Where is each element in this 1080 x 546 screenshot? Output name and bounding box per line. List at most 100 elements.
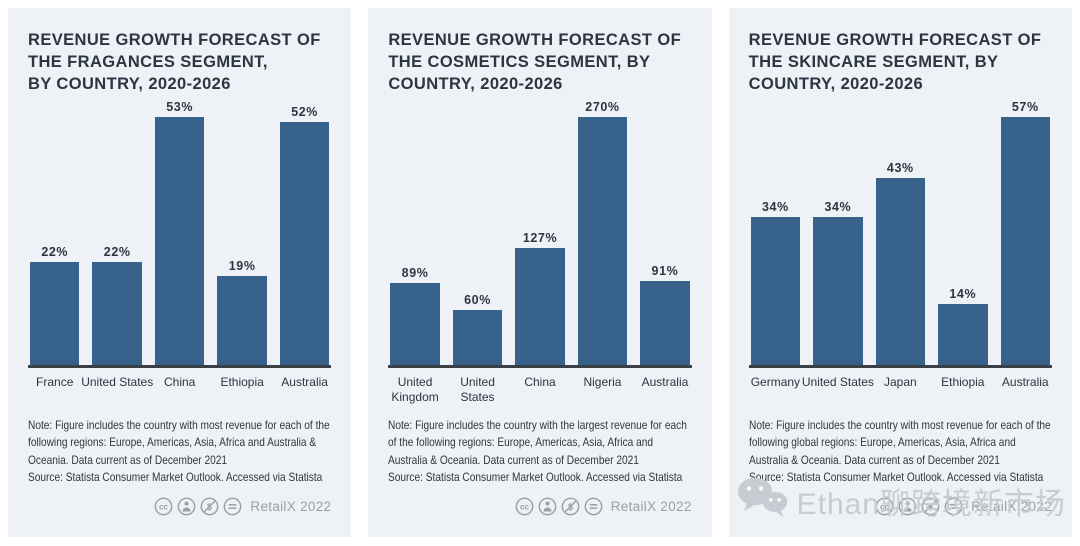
cc-by-icon [538, 497, 557, 516]
svg-text:cc: cc [520, 502, 529, 511]
bar-value-label: 22% [41, 245, 69, 259]
chart-title-line: BY COUNTRY, 2020-2026 [28, 74, 231, 93]
category-labels: United Kingdom United States China Nigeria A… [388, 375, 691, 407]
chart-title: REVENUE GROWTH FORECAST OF THE SKINCARE … [749, 30, 1052, 100]
category-label: Ethiopia [220, 375, 264, 389]
bar-chart-fragrances: 22% 22% 53% 19% 52% France United States China… [28, 100, 332, 407]
chart-title-line: COUNTRY, 2020-2026 [388, 74, 563, 93]
category-label: China [163, 375, 196, 389]
cc-icon: cc [875, 497, 894, 516]
svg-text:cc: cc [159, 502, 168, 511]
bar-value-label: 53% [166, 100, 194, 114]
source-text: Source: Statista Consumer Market Outlook… [28, 471, 323, 485]
bar-value-label: 34% [824, 200, 852, 214]
chart-card-skincare: REVENUE GROWTH FORECAST OF THE SKINCARE … [728, 8, 1072, 537]
cc-nd-icon [223, 497, 242, 516]
bar-value-label: 43% [886, 161, 914, 175]
chart-title: REVENUE GROWTH FORECAST OF THE FRAGANCES… [28, 30, 331, 100]
bar [1000, 117, 1050, 365]
category-label: Ethiopia [941, 375, 985, 389]
bar-column: 14% [938, 287, 988, 365]
bar [92, 262, 142, 365]
cc-nd-icon [944, 497, 963, 516]
chart-title-line: REVENUE GROWTH FORECAST OF [388, 31, 682, 49]
bar-column: 127% [515, 231, 565, 365]
bar-column: 53% [154, 100, 205, 365]
bar [938, 304, 988, 365]
bar-value-label: 270% [585, 100, 620, 114]
bar-value-label: 14% [949, 287, 977, 301]
plot-area: 89% 60% 127% 270% 91% [388, 100, 692, 368]
note-block: Note: Figure includes the country with m… [749, 417, 1052, 487]
bar-column: 60% [452, 293, 503, 365]
bar [875, 178, 926, 365]
category-label: Nigeria [583, 375, 622, 389]
chart-title-line: REVENUE GROWTH FORECAST OF [28, 31, 321, 49]
license-attribution: RetailX 2022 [250, 498, 332, 514]
bar-value-label: 22% [103, 245, 131, 259]
bar-value-label: 52% [291, 105, 319, 119]
source-text: Source: Statista Consumer Market Outlook… [748, 471, 1043, 485]
bar [515, 248, 565, 365]
category-label: United Kingdom [391, 375, 439, 404]
bar-value-label: 91% [651, 264, 679, 278]
cc-by-icon [177, 497, 196, 516]
bar-value-label: 57% [1011, 100, 1039, 114]
bar-value-label: 60% [464, 293, 491, 307]
category-label: Australia [281, 375, 328, 389]
bar [813, 217, 863, 365]
chart-card-cosmetics: REVENUE GROWTH FORECAST OF THE COSMETICS… [368, 8, 712, 537]
source-text: Source: Statista Consumer Market Outlook… [388, 471, 683, 485]
category-label: Australia [641, 375, 689, 389]
bar-column: 22% [92, 245, 142, 365]
bar-value-label: 19% [228, 259, 256, 273]
note-block: Note: Figure includes the country with t… [388, 417, 691, 487]
chart-title-line: THE FRAGANCES SEGMENT, [28, 52, 268, 71]
cc-by-icon [898, 497, 917, 516]
chart-card-fragrances: REVENUE GROWTH FORECAST OF THE FRAGANCES… [8, 8, 352, 537]
note-block: Note: Figure includes the country with m… [28, 417, 331, 487]
cc-icon: cc [154, 497, 173, 516]
category-label: United States [460, 375, 495, 404]
bar [577, 117, 628, 365]
bar [390, 283, 440, 365]
bar-chart-skincare: 34% 34% 43% 14% 57% Germany United States Japa… [748, 100, 1052, 407]
bar [750, 217, 801, 365]
license-row: cc $ RetailX 2022 [749, 497, 1052, 516]
bar-column: 34% [750, 200, 801, 365]
bar [154, 117, 205, 365]
bar-column: 91% [640, 264, 690, 365]
bar-column: 43% [875, 161, 926, 365]
cc-nc-icon: $ [921, 497, 940, 516]
bar-column: 57% [1000, 100, 1050, 365]
bar-column: 34% [813, 200, 863, 365]
category-label: United States [81, 375, 154, 389]
bar [279, 122, 330, 365]
bar-column: 52% [279, 105, 330, 365]
cc-nd-icon [584, 497, 603, 516]
license-attribution: RetailX 2022 [971, 498, 1052, 514]
category-labels: France United States China Ethiopia Australi… [28, 375, 331, 407]
license-row: cc $ RetailX 2022 [388, 497, 691, 516]
chart-title-line: THE COSMETICS SEGMENT, BY [388, 52, 651, 71]
bar-chart-cosmetics: 89% 60% 127% 270% 91% United Kingdom United S… [388, 100, 692, 407]
license-attribution: RetailX 2022 [610, 498, 692, 514]
cc-icon: cc [515, 497, 534, 516]
category-label: United States [801, 375, 874, 389]
bar-column: 89% [390, 266, 440, 365]
bar-column: 270% [577, 100, 628, 365]
bar [452, 310, 503, 365]
chart-title-line: THE SKINCARE SEGMENT, BY [748, 52, 999, 71]
category-label: China [524, 375, 556, 389]
cc-nc-icon: $ [561, 497, 580, 516]
plot-area: 22% 22% 53% 19% 52% [28, 100, 332, 368]
cc-nc-icon: $ [200, 497, 219, 516]
svg-text:cc: cc [880, 502, 889, 511]
note-text: Note: Figure includes the country with m… [28, 419, 330, 467]
category-label: Germany [750, 375, 801, 389]
bar-column: 19% [217, 259, 267, 365]
bar-value-label: 34% [761, 200, 789, 214]
plot-area: 34% 34% 43% 14% 57% [748, 100, 1052, 368]
bar-value-label: 127% [522, 231, 558, 245]
